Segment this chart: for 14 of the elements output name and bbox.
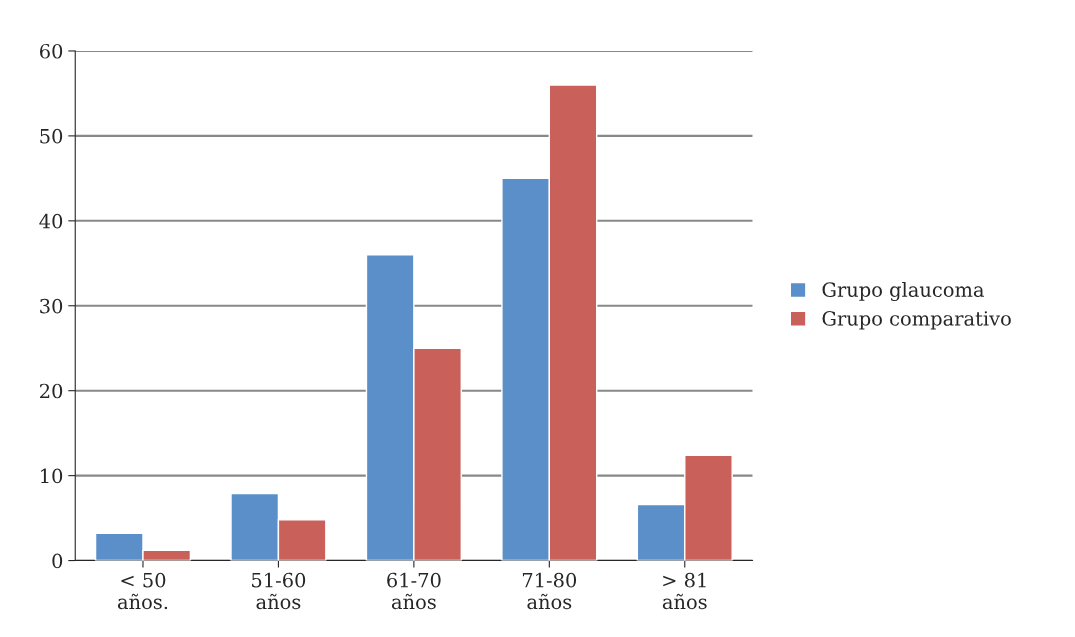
y-tick-label: 0 bbox=[52, 553, 63, 569]
y-tick-label: 50 bbox=[40, 128, 63, 144]
y-tick-label: 30 bbox=[40, 298, 63, 314]
y-tick-label: 40 bbox=[39, 213, 63, 229]
x-tick-label: > 81 años bbox=[662, 572, 707, 610]
x-tick-label: < 50 años. bbox=[117, 572, 168, 610]
legend-label: Grupo glaucoma bbox=[822, 281, 984, 302]
x-tick-label: 51-60 años bbox=[252, 572, 306, 610]
x-tick-label: 61-70 años bbox=[387, 572, 441, 610]
x-tick-label: 71-80 años bbox=[522, 572, 577, 610]
y-tick-label: 10 bbox=[41, 468, 63, 484]
y-tick-label: 60 bbox=[40, 43, 63, 59]
legend-label: Grupo comparativo bbox=[822, 311, 1011, 330]
y-tick-label: 20 bbox=[40, 383, 63, 399]
